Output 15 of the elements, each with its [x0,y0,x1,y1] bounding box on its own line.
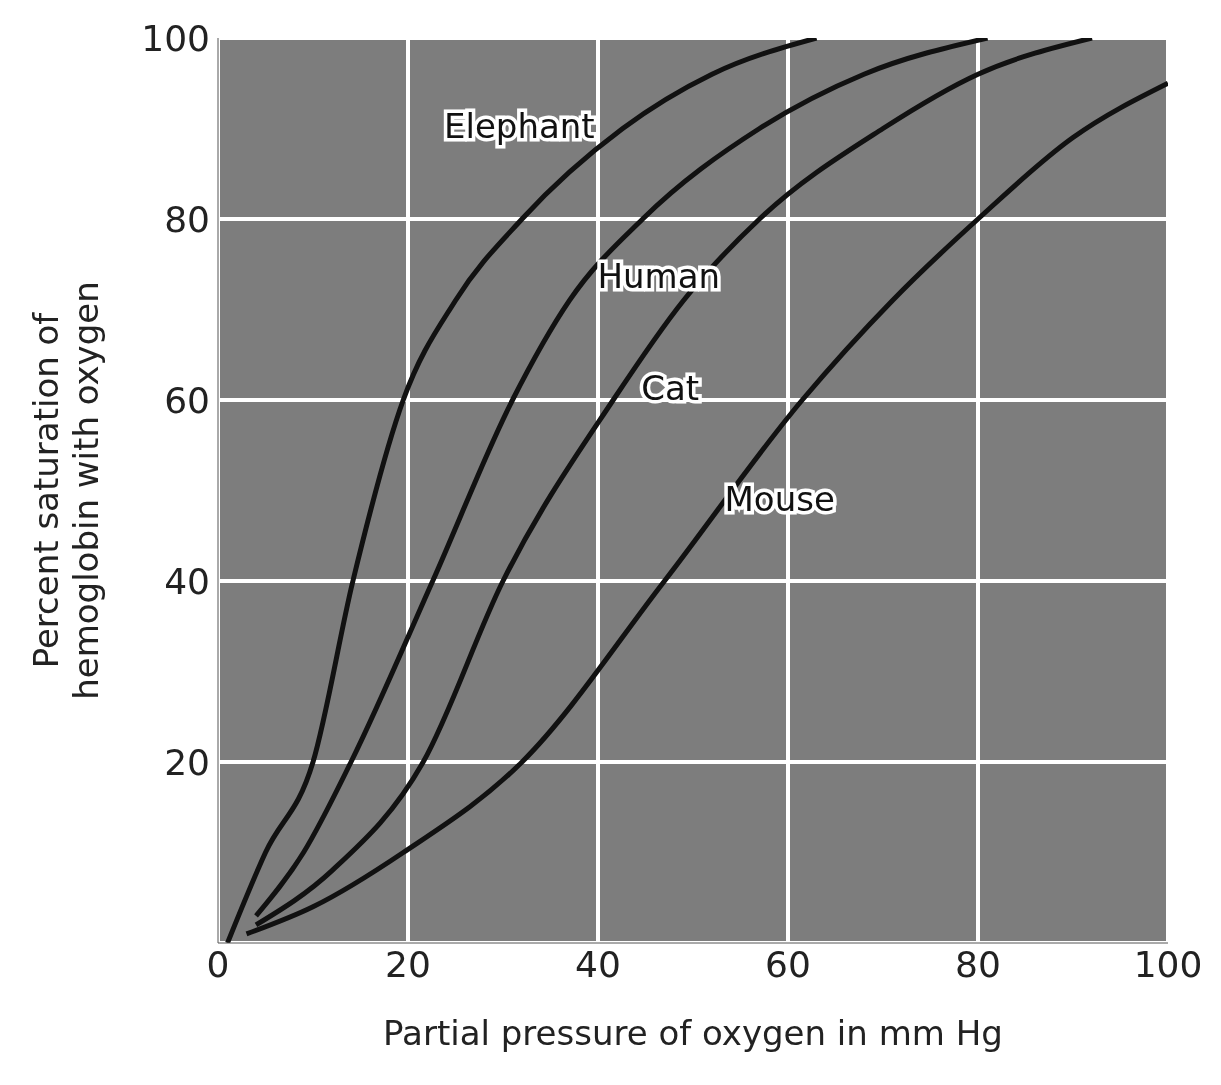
x-tick-label: 80 [955,943,1001,985]
x-tick-label: 40 [575,943,621,985]
series-label: Cat [641,367,700,408]
y-tick-label: 80 [164,198,210,240]
y-tick-label: 60 [164,379,210,421]
x-tick-label: 0 [206,943,230,985]
y-tick-label: 20 [164,741,210,783]
y-tick-label: 40 [164,560,210,602]
x-tick-label: 20 [385,943,431,985]
y-axis-title: Percent saturation of hemoglobin with oxygen [26,281,106,700]
y-tick-label: 100 [141,17,210,59]
x-axis-title: Partial pressure of oxygen in mm Hg [383,1013,1003,1053]
x-tick-label: 100 [1133,943,1203,985]
series-label: Elephant [444,106,595,146]
x-tick-label: 60 [765,943,811,985]
